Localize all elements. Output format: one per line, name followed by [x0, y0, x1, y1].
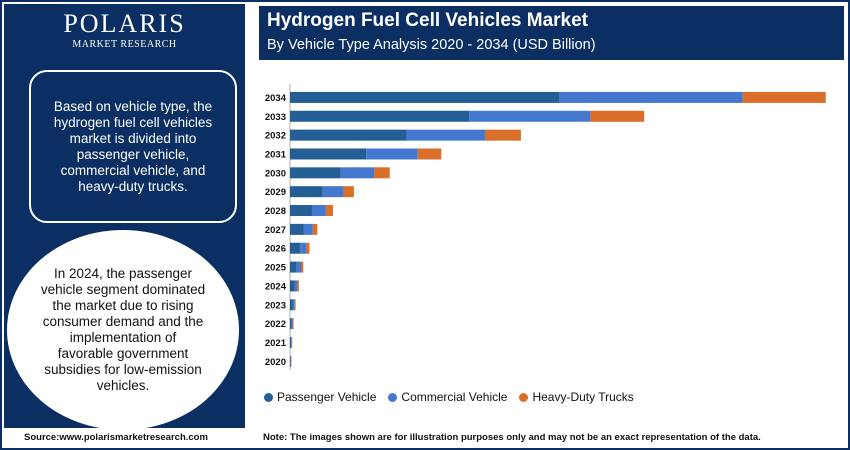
bar-2021-commercial-vehicle	[291, 336, 292, 348]
tick-label-2023: 2023	[265, 300, 286, 311]
tick-label-2025: 2025	[265, 263, 287, 274]
legend-label-commercial-vehicle: Commercial Vehicle	[401, 390, 508, 404]
bar-2024-passenger-vehicle	[290, 280, 295, 292]
tick-label-2029: 2029	[265, 187, 286, 198]
bar-2034-commercial-vehicle	[559, 91, 743, 103]
segment-description-box: Based on vehicle type, the hydrogen fuel…	[29, 70, 237, 223]
bar-2025-heavy-duty-trucks	[300, 261, 304, 273]
source-text: Source:www.polarismarketresearch.com	[24, 432, 208, 443]
left-panel: POLARIS MARKET RESEARCH Based on vehicle…	[4, 4, 245, 430]
stacked-bar-chart: 2034 2033 2032 2031 2030 2029 2028 2027 2026 2025…	[265, 84, 826, 370]
legend-item-heavy-duty-trucks: Heavy-Duty Trucks	[519, 390, 634, 404]
tick-label-2021: 2021	[265, 338, 287, 349]
bar-2026-commercial-vehicle	[300, 242, 307, 254]
bar-2025-passenger-vehicle	[290, 261, 297, 273]
bar-2023-passenger-vehicle	[290, 299, 293, 311]
bar-2021-passenger-vehicle	[290, 336, 292, 348]
bar-2022-passenger-vehicle	[290, 318, 292, 330]
legend-item-commercial-vehicle: Commercial Vehicle	[388, 390, 507, 404]
chart-legend: Passenger Vehicle Commercial Vehicle Heavy…	[264, 390, 634, 404]
bar-2034-heavy-duty-trucks	[742, 91, 826, 103]
tick-label-2032: 2032	[265, 131, 286, 142]
bar-2029-commercial-vehicle	[322, 186, 344, 198]
legend-swatch-heavy-duty-trucks	[519, 392, 529, 402]
bar-2031-passenger-vehicle	[290, 148, 367, 160]
bar-2020-passenger-vehicle	[290, 355, 291, 367]
legend-label-heavy-duty-trucks: Heavy-Duty Trucks	[532, 390, 634, 404]
bar-2032-commercial-vehicle	[406, 129, 486, 141]
bar-2027-commercial-vehicle	[303, 223, 313, 235]
bar-2022-heavy-duty-trucks	[292, 318, 294, 330]
bar-2033-passenger-vehicle	[290, 110, 470, 122]
bar-2028-heavy-duty-trucks	[325, 205, 334, 217]
tick-label-2033: 2033	[265, 112, 286, 123]
bar-2028-commercial-vehicle	[311, 205, 326, 217]
chart-title: Hydrogen Fuel Cell Vehicles Market	[267, 10, 588, 31]
bar-2027-heavy-duty-trucks	[312, 223, 318, 235]
legend-swatch-passenger-vehicle	[264, 392, 273, 402]
tick-label-2028: 2028	[265, 206, 286, 217]
chart-header: Hydrogen Fuel Cell Vehicles Market By Ve…	[259, 6, 844, 60]
bar-2026-heavy-duty-trucks	[306, 242, 310, 254]
bar-2025-commercial-vehicle	[296, 261, 301, 273]
bar-2030-commercial-vehicle	[340, 167, 375, 179]
bar-2028-passenger-vehicle	[290, 205, 312, 217]
bar-2026-passenger-vehicle	[290, 242, 301, 254]
bar-2031-commercial-vehicle	[366, 148, 418, 160]
tick-label-2030: 2030	[265, 168, 286, 179]
logo-sub-text: MARKET RESEARCH	[72, 39, 177, 50]
bar-2030-heavy-duty-trucks	[374, 167, 390, 179]
legend-item-passenger-vehicle: Passenger Vehicle	[264, 390, 376, 404]
bar-2032-passenger-vehicle	[290, 129, 407, 141]
bar-2022-commercial-vehicle	[291, 318, 293, 330]
bar-2029-passenger-vehicle	[290, 186, 323, 198]
tick-label-2027: 2027	[265, 225, 286, 236]
insight-text: In 2024, the passenger vehicle segment d…	[40, 266, 206, 393]
tick-label-2020: 2020	[265, 357, 286, 368]
segment-description-text: Based on vehicle type, the hydrogen fuel…	[53, 98, 213, 194]
insight-circle: In 2024, the passenger vehicle segment d…	[7, 230, 239, 430]
legend-swatch-commercial-vehicle	[388, 392, 398, 402]
legend-label-passenger-vehicle: Passenger Vehicle	[277, 390, 377, 404]
bar-2032-heavy-duty-trucks	[485, 129, 521, 141]
tick-label-2026: 2026	[265, 244, 286, 255]
bar-2030-passenger-vehicle	[290, 167, 341, 179]
bar-2024-commercial-vehicle	[294, 280, 298, 292]
bar-2033-commercial-vehicle	[469, 110, 591, 122]
bar-2023-commercial-vehicle	[292, 299, 295, 311]
bar-2024-heavy-duty-trucks	[297, 280, 299, 292]
tick-label-2034: 2034	[265, 93, 287, 104]
bar-2031-heavy-duty-trucks	[417, 148, 442, 160]
disclaimer-note: Note: The images shown are for illustrat…	[263, 432, 761, 443]
bar-2027-passenger-vehicle	[290, 223, 304, 235]
tick-label-2024: 2024	[265, 281, 287, 292]
tick-label-2022: 2022	[265, 319, 286, 330]
chart-subtitle: By Vehicle Type Analysis 2020 - 2034 (US…	[267, 37, 596, 53]
bar-2029-heavy-duty-trucks	[343, 186, 354, 198]
bar-2034-passenger-vehicle	[290, 91, 559, 103]
polaris-logo: POLARIS MARKET RESEARCH	[4, 10, 245, 51]
bar-2023-heavy-duty-trucks	[294, 299, 296, 311]
tick-label-2031: 2031	[265, 149, 287, 160]
bar-2033-heavy-duty-trucks	[590, 110, 645, 122]
logo-main-text: POLARIS	[63, 9, 186, 38]
